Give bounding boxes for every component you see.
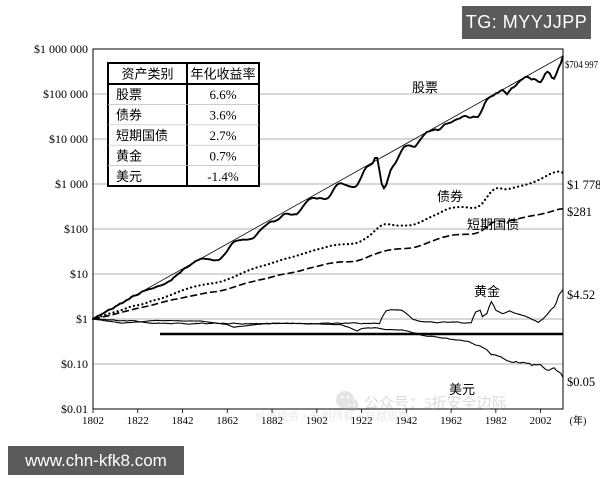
svg-text:2.7%: 2.7%	[209, 128, 236, 143]
svg-text:3.6%: 3.6%	[209, 108, 236, 123]
svg-text:0.7%: 0.7%	[209, 148, 236, 163]
svg-text:债券: 债券	[116, 108, 142, 123]
svg-text:短期国债: 短期国债	[467, 217, 519, 232]
svg-text:2002: 2002	[530, 415, 552, 427]
svg-text:(年): (年)	[570, 414, 587, 427]
svg-text:$100 000: $100 000	[43, 87, 88, 101]
svg-text:$10: $10	[70, 267, 88, 281]
svg-text:6.6%: 6.6%	[209, 87, 236, 102]
svg-text:$10 000: $10 000	[49, 132, 88, 146]
svg-text:价值投资・长期持有・穿越周期: 价值投资・长期持有・穿越周期	[255, 409, 409, 423]
svg-text:$704 997: $704 997	[565, 59, 598, 71]
svg-text:资产类别: 资产类别	[121, 67, 173, 82]
svg-text:黄金: 黄金	[474, 284, 500, 299]
svg-text:$0.05: $0.05	[567, 375, 595, 389]
svg-text:$0.01: $0.01	[61, 402, 88, 416]
svg-text:1802: 1802	[82, 415, 104, 427]
svg-text:年化收益率: 年化收益率	[190, 67, 255, 82]
svg-text:1982: 1982	[485, 415, 507, 427]
svg-text:$1 778: $1 778	[567, 178, 600, 192]
svg-text:$1 000 000: $1 000 000	[34, 42, 88, 56]
svg-text:美元: 美元	[449, 382, 475, 397]
svg-text:1862: 1862	[216, 415, 238, 427]
svg-text:公众号：5折安全边际: 公众号：5折安全边际	[364, 394, 507, 412]
svg-text:黄金: 黄金	[116, 148, 142, 163]
svg-text:1822: 1822	[127, 415, 149, 427]
svg-text:1842: 1842	[172, 415, 194, 427]
svg-text:$100: $100	[64, 222, 88, 236]
svg-text:$1: $1	[76, 312, 88, 326]
svg-text:$281: $281	[567, 205, 592, 219]
svg-text:$1 000: $1 000	[55, 177, 88, 191]
svg-text:美元: 美元	[116, 169, 142, 184]
svg-text:债券: 债券	[437, 189, 463, 204]
svg-text:$4.52: $4.52	[567, 288, 595, 302]
svg-text:-1.4%: -1.4%	[207, 169, 239, 184]
svg-text:$0.10: $0.10	[61, 357, 88, 371]
svg-text:股票: 股票	[412, 80, 438, 95]
svg-text:1962: 1962	[440, 415, 462, 427]
svg-text:短期国债: 短期国债	[116, 128, 168, 143]
svg-text:股票: 股票	[116, 87, 142, 102]
